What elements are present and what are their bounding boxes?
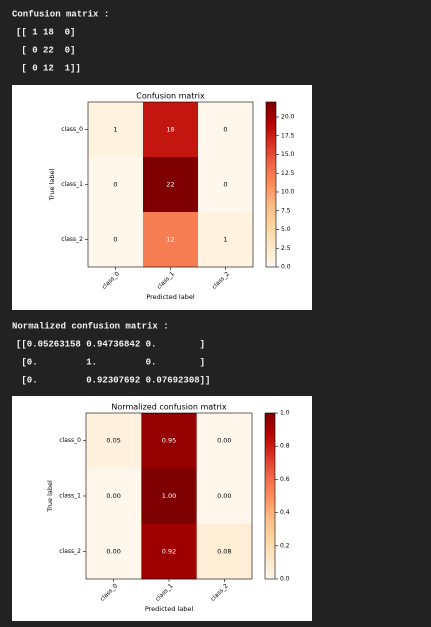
- cell-label: 1: [223, 236, 227, 244]
- heatmap-cell: [88, 102, 144, 158]
- heatmap-cell: [86, 523, 142, 580]
- cell-label: 22: [166, 181, 174, 189]
- heatmap-cell: [141, 523, 197, 580]
- y-tick-label: class_2: [59, 548, 81, 555]
- cell-label: 0: [223, 181, 227, 189]
- y-tick-label: class_2: [61, 236, 83, 243]
- colorbar-tick-label: 0.0: [281, 264, 291, 271]
- y-tick-label: class_0: [59, 437, 81, 444]
- heatmap-cell: [198, 212, 254, 268]
- colorbar-tick-label: 15.0: [281, 151, 295, 158]
- heatmap-cell: [141, 413, 197, 469]
- colorbar-tick-label: 17.5: [281, 132, 295, 139]
- colorbar-tick-label: 0.4: [280, 509, 290, 516]
- output-line: Normalized confusion matrix :: [12, 321, 169, 331]
- heatmap-cell: [143, 102, 199, 158]
- heatmap-cell: [143, 212, 199, 268]
- heatmap-cell: [198, 102, 254, 158]
- heatmap-cell: [86, 468, 142, 524]
- colorbar-tick-label: 20.0: [281, 114, 295, 121]
- cell-label: 0: [223, 126, 227, 134]
- output-line: [0. 1. 0. ]: [16, 357, 205, 367]
- y-tick-label: class_0: [61, 126, 83, 133]
- colorbar-tick-label: 10.0: [281, 189, 295, 196]
- colorbar-tick-label: 0.0: [280, 576, 290, 583]
- chart-title: Confusion matrix: [136, 92, 205, 101]
- output-line: Confusion matrix :: [12, 9, 109, 19]
- cell-label: 0.00: [217, 437, 231, 445]
- cell-label: 12: [166, 236, 174, 244]
- x-axis-label: Predicted label: [146, 293, 194, 301]
- x-axis-label: Predicted label: [145, 605, 193, 613]
- heatmap-cell: [86, 413, 142, 469]
- colorbar-tick-label: 5.0: [281, 226, 291, 233]
- heatmap-cell: [88, 212, 144, 268]
- output-line: [[ 1 18 0]: [16, 27, 75, 37]
- heatmap-cell: [196, 413, 253, 469]
- colorbar-tick-label: 0.2: [280, 542, 290, 549]
- cell-label: 0.00: [106, 492, 120, 500]
- cell-label: 0: [113, 181, 117, 189]
- cell-label: 0: [113, 236, 117, 244]
- heatmap-cell: [141, 468, 197, 524]
- colorbar-tick-label: 0.6: [280, 476, 290, 483]
- y-axis-label: True label: [46, 480, 54, 513]
- heatmap-cell: [198, 157, 254, 213]
- cell-label: 0.08: [217, 547, 231, 555]
- colorbar: [264, 412, 276, 580]
- y-axis-label: True label: [48, 169, 56, 202]
- output-line: [[0.05263158 0.94736842 0. ]: [16, 339, 205, 349]
- cell-label: 18: [166, 126, 174, 134]
- output-line: [ 0 12 1]]: [16, 63, 81, 73]
- colorbar-tick-label: 0.8: [280, 443, 290, 450]
- heatmap-cell: [196, 523, 253, 580]
- heatmap-cell: [196, 468, 253, 524]
- cell-label: 1: [113, 126, 117, 134]
- cell-label: 0.92: [162, 547, 176, 555]
- cell-label: 1.00: [162, 492, 176, 500]
- output-line: [0. 0.92307692 0.07692308]]: [16, 375, 210, 385]
- chart-title: Normalized confusion matrix: [111, 403, 226, 412]
- colorbar-tick-label: 2.5: [281, 245, 291, 252]
- colorbar-tick-label: 7.5: [281, 207, 291, 214]
- colorbar-tick-label: 12.5: [281, 170, 295, 177]
- cell-label: 0.95: [162, 437, 176, 445]
- cell-label: 0.00: [106, 547, 120, 555]
- cell-label: 0.00: [217, 492, 231, 500]
- colorbar-tick-label: 1.0: [280, 410, 290, 417]
- heatmap-cell: [143, 157, 199, 213]
- output-line: [ 0 22 0]: [16, 45, 75, 55]
- y-tick-label: class_1: [59, 493, 81, 500]
- heatmap-cell: [88, 157, 144, 213]
- colorbar: [265, 101, 277, 268]
- cell-label: 0.05: [106, 437, 120, 445]
- y-tick-label: class_1: [61, 181, 83, 188]
